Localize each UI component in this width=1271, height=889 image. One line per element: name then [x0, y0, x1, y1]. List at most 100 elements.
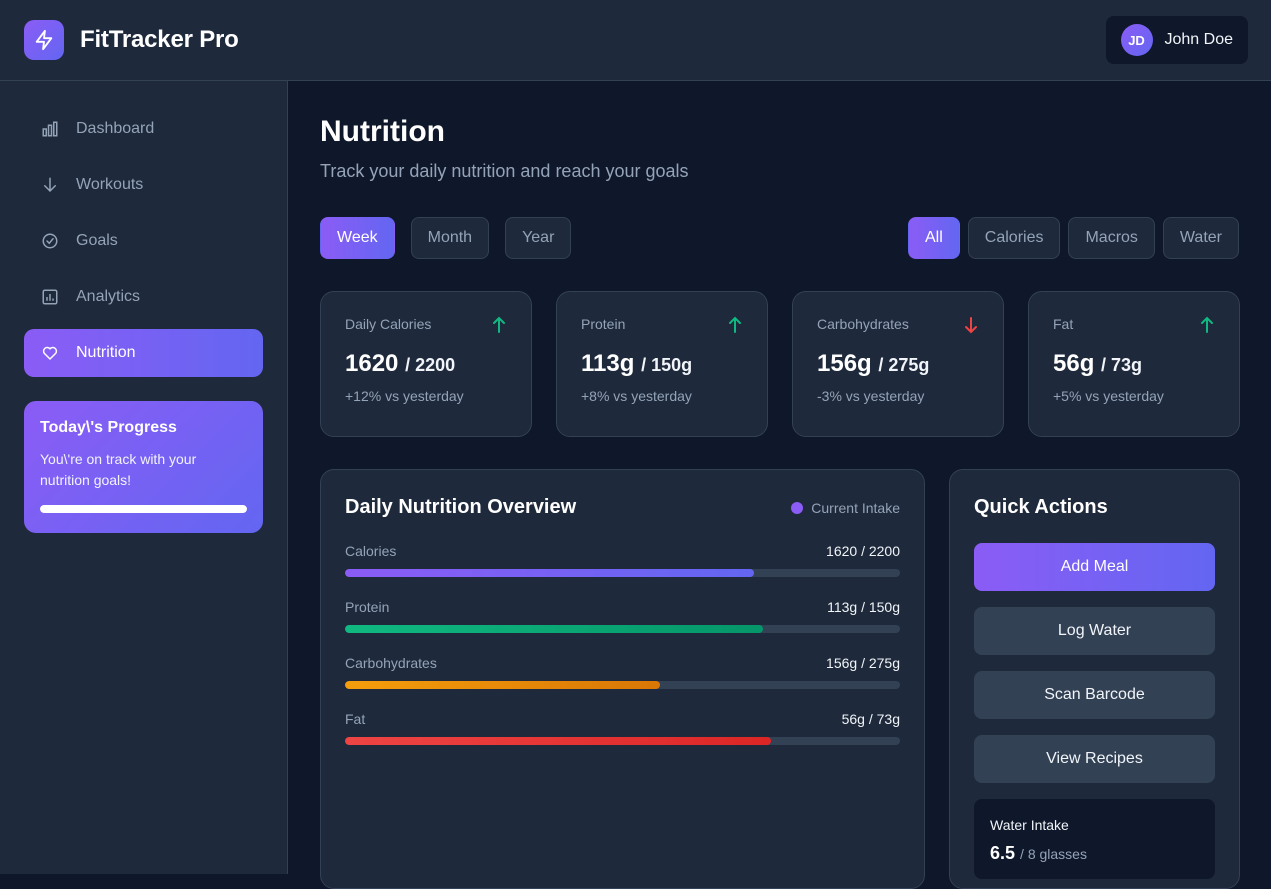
sidebar-item-label: Goals — [76, 232, 118, 249]
filter-calories-button[interactable]: Calories — [967, 217, 1061, 259]
heart-icon — [40, 343, 60, 363]
bar-label: Fat — [345, 711, 366, 727]
trend-up-icon — [493, 316, 505, 333]
stat-card-fat[interactable]: Fat 56g / 73g +5% vs yesterday — [1028, 291, 1240, 437]
water-value: 6.5 / 8 glasses — [990, 843, 1087, 863]
bar-fill — [345, 737, 771, 745]
stat-value: 113g / 150g — [581, 350, 693, 377]
filter-macros-button[interactable]: Macros — [1068, 217, 1155, 259]
stat-change: -3% vs yesterday — [817, 388, 925, 404]
sidebar: Dashboard Workouts Goals Analytics — [0, 81, 288, 874]
bar-track — [345, 569, 900, 577]
water-intake-card: Water Intake 6.5 / 8 glasses — [974, 799, 1215, 879]
page-title: Nutrition — [320, 115, 445, 148]
type-filter: All Calories Macros Water — [908, 217, 1239, 259]
nutrition-overview-panel: Daily Nutrition Overview Current Intake … — [320, 469, 925, 889]
page-subtitle: Track your daily nutrition and reach you… — [320, 161, 689, 181]
bar-track — [345, 681, 900, 689]
water-label: Water Intake — [990, 817, 1069, 833]
bar-value: 56g / 73g — [841, 711, 900, 727]
analytics-icon — [40, 287, 60, 307]
bar-value: 1620 / 2200 — [826, 543, 900, 559]
stat-target: / 150g — [641, 355, 693, 375]
bar-label: Carbohydrates — [345, 655, 437, 671]
sidebar-item-label: Analytics — [76, 288, 141, 305]
legend: Current Intake — [791, 500, 900, 516]
period-month-button[interactable]: Month — [410, 217, 490, 259]
scan-barcode-button[interactable]: Scan Barcode — [974, 671, 1215, 719]
stat-card-carbohydrates[interactable]: Carbohydrates 156g / 275g -3% vs yesterd… — [792, 291, 1004, 437]
progress-title: Today\'s Progress — [40, 419, 177, 436]
top-bar: FitTracker Pro JD John Doe — [0, 0, 1271, 81]
log-water-button[interactable]: Log Water — [974, 607, 1215, 655]
stat-target: / 2200 — [405, 355, 456, 375]
bar-fill — [345, 681, 660, 689]
sidebar-item-goals[interactable]: Goals — [24, 217, 263, 265]
sidebar-item-label: Dashboard — [76, 120, 155, 137]
quick-actions-title: Quick Actions — [974, 496, 1108, 518]
bar-track — [345, 625, 900, 633]
stat-cards: Daily Calories 1620 / 2200 +12% vs yeste… — [320, 291, 1240, 437]
bar-value: 113g / 150g — [827, 599, 900, 615]
arrow-down-icon — [40, 175, 60, 195]
todays-progress-card: Today\'s Progress You\'re on track with … — [24, 401, 263, 533]
app-name: FitTracker Pro — [80, 26, 239, 53]
add-meal-button[interactable]: Add Meal — [974, 543, 1215, 591]
brand[interactable]: FitTracker Pro — [24, 20, 239, 60]
stat-card-protein[interactable]: Protein 113g / 150g +8% vs yesterday — [556, 291, 768, 437]
legend-dot — [791, 501, 804, 514]
avatar: JD — [1120, 24, 1153, 56]
view-recipes-button[interactable]: View Recipes — [974, 735, 1215, 783]
progress-bar-fill — [40, 505, 247, 513]
sidebar-item-label: Nutrition — [76, 344, 136, 361]
period-year-button[interactable]: Year — [505, 217, 572, 259]
bar-label: Protein — [345, 599, 390, 615]
sidebar-item-workouts[interactable]: Workouts — [24, 161, 263, 209]
stat-target: / 275g — [878, 355, 930, 375]
quick-actions-panel: Quick Actions Add Meal Log Water Scan Ba… — [949, 469, 1240, 889]
bar-fill — [345, 569, 754, 577]
trend-up-icon — [729, 316, 741, 333]
check-circle-icon — [40, 231, 60, 251]
user-menu[interactable]: JD John Doe — [1105, 16, 1248, 64]
stat-value: 1620 / 2200 — [345, 350, 456, 377]
stat-card-calories[interactable]: Daily Calories 1620 / 2200 +12% vs yeste… — [320, 291, 532, 437]
lightning-icon — [24, 20, 64, 60]
stat-label: Protein — [581, 316, 626, 332]
bar-row-protein: Protein 113g / 150g — [345, 599, 900, 633]
bar-row-calories: Calories 1620 / 2200 — [345, 543, 900, 577]
bar-row-fat: Fat 56g / 73g — [345, 711, 900, 745]
stat-label: Fat — [1053, 316, 1074, 332]
trend-down-icon — [965, 317, 977, 334]
user-name: John Doe — [1164, 31, 1234, 48]
stat-value: 56g / 73g — [1053, 350, 1143, 377]
period-filter: Week Month Year — [320, 217, 572, 259]
stat-target: / 73g — [1101, 355, 1143, 375]
progress-bar — [40, 505, 247, 513]
stat-label: Carbohydrates — [817, 316, 909, 332]
overview-bars: Calories 1620 / 2200 Protein 113g / 150g… — [345, 543, 900, 745]
legend-label: Current Intake — [811, 499, 900, 516]
bar-chart-icon — [40, 119, 60, 139]
filter-water-button[interactable]: Water — [1162, 217, 1239, 259]
sidebar-item-nutrition[interactable]: Nutrition — [24, 329, 263, 377]
water-unit: / 8 glasses — [1020, 846, 1087, 862]
filter-all-button[interactable]: All — [908, 217, 960, 259]
bar-track — [345, 737, 900, 745]
sidebar-item-analytics[interactable]: Analytics — [24, 273, 263, 321]
bar-label: Calories — [345, 543, 397, 559]
bar-row-carbohydrates: Carbohydrates 156g / 275g — [345, 655, 900, 689]
bar-value: 156g / 275g — [826, 655, 900, 671]
stat-change: +8% vs yesterday — [581, 388, 692, 404]
overview-title: Daily Nutrition Overview — [345, 496, 577, 518]
bar-fill — [345, 625, 764, 633]
period-week-button[interactable]: Week — [320, 217, 395, 259]
stat-change: +5% vs yesterday — [1053, 388, 1164, 404]
sidebar-item-dashboard[interactable]: Dashboard — [24, 105, 263, 153]
stat-change: +12% vs yesterday — [345, 388, 464, 404]
stat-label: Daily Calories — [345, 316, 432, 332]
stat-value: 156g / 275g — [817, 350, 930, 377]
progress-text: You\'re on track with your nutrition goa… — [40, 451, 197, 488]
trend-up-icon — [1201, 316, 1213, 333]
sidebar-item-label: Workouts — [76, 176, 144, 193]
